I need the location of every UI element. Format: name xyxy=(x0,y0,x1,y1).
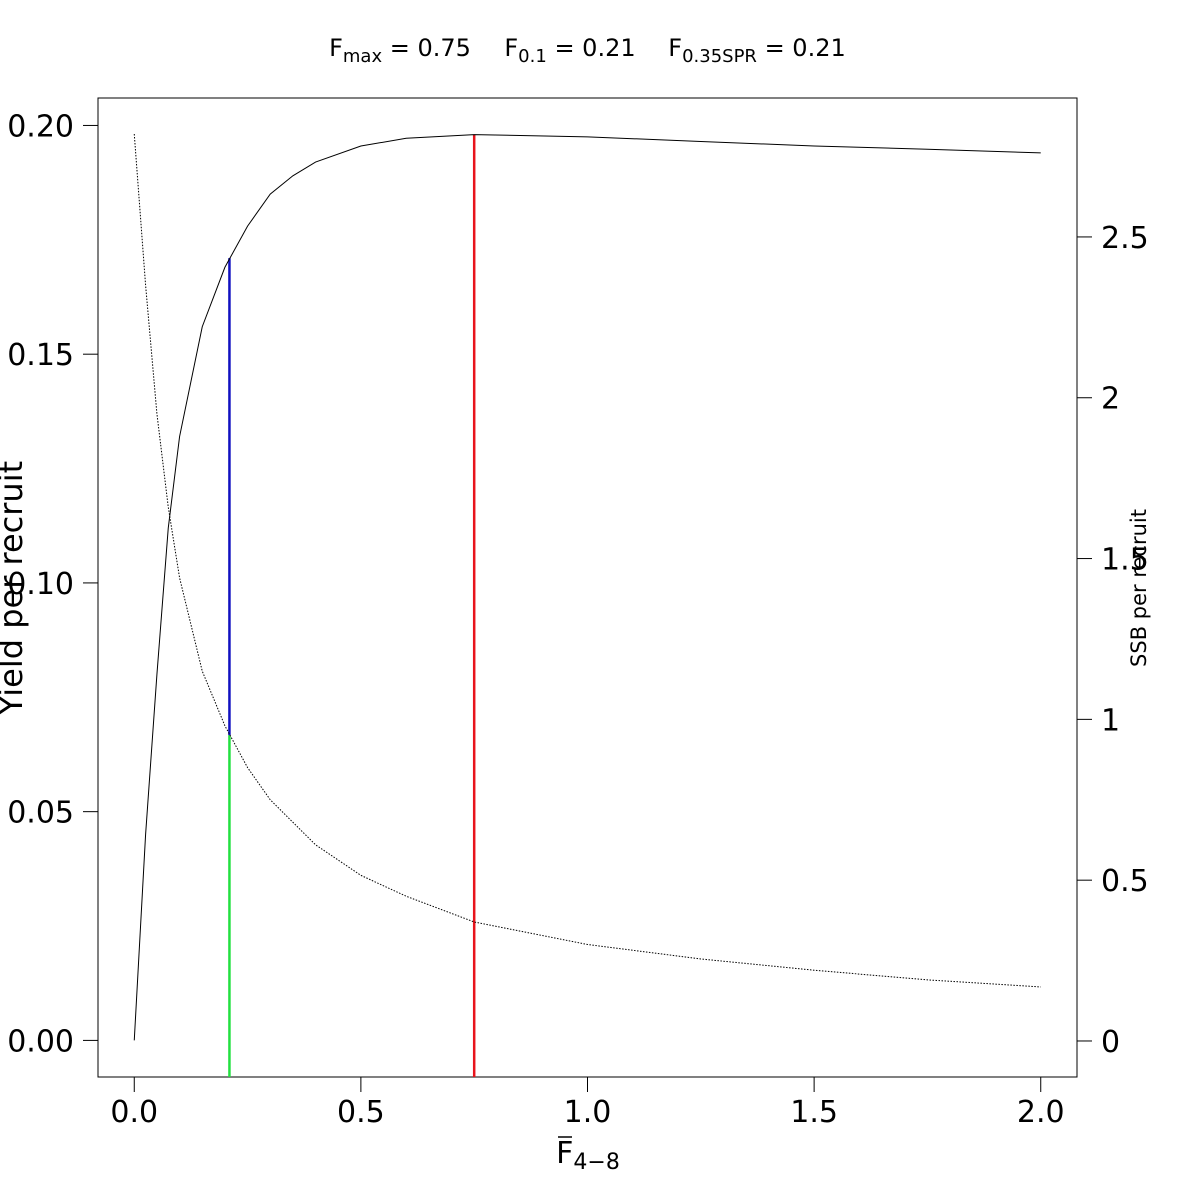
y-axis-label: Yield per recruit xyxy=(0,461,30,716)
annotation-symbol: F xyxy=(329,34,343,62)
annotation-subscript: max xyxy=(343,46,383,67)
plot-frame xyxy=(97,97,1078,1078)
annotation-symbol: F xyxy=(668,34,682,62)
y-tick-label: 0.20 xyxy=(7,109,74,144)
y-tick-label: 0.15 xyxy=(7,338,74,373)
y2-tick-label: 0.5 xyxy=(1101,864,1149,899)
annotation-subscript: 0.35SPR xyxy=(682,46,757,67)
x-tick-label: 2.0 xyxy=(1017,1095,1065,1130)
annotation: F0.1 = 0.21 xyxy=(504,34,635,67)
annotation-value: = 0.21 xyxy=(757,34,846,62)
y2-tick-label: 1.5 xyxy=(1101,543,1149,578)
annotation-value: = 0.21 xyxy=(547,34,636,62)
y-tick-label: 0.00 xyxy=(7,1024,74,1059)
y2-tick-label: 2.5 xyxy=(1101,221,1149,256)
y2-tick-label: 1 xyxy=(1101,703,1120,738)
x-tick-label: 1.0 xyxy=(564,1095,612,1130)
y-tick-label: 0.10 xyxy=(7,567,74,602)
y-tick-label: 0.05 xyxy=(7,796,74,831)
x-tick-label: 1.5 xyxy=(790,1095,838,1130)
x-label-subscript: 4−8 xyxy=(573,1150,619,1175)
series-line xyxy=(133,134,1041,1041)
y2-tick-label: 2 xyxy=(1101,382,1120,417)
x-tick-label: 0.5 xyxy=(337,1095,385,1130)
series-line xyxy=(133,133,1041,988)
annotation: Fmax = 0.75 xyxy=(329,34,471,67)
x-axis-label: F4−8 xyxy=(556,1136,620,1175)
annotation: F0.35SPR = 0.21 xyxy=(668,34,846,67)
y2-tick-label: 0 xyxy=(1101,1025,1120,1060)
annotation-subscript: 0.1 xyxy=(518,46,547,67)
x-tick-label: 0.0 xyxy=(110,1095,158,1130)
x-label-symbol: F xyxy=(556,1136,573,1171)
annotation-symbol: F xyxy=(504,34,518,62)
annotation-value: = 0.75 xyxy=(382,34,471,62)
y2-axis-label: SSB per recruit xyxy=(1127,509,1151,667)
